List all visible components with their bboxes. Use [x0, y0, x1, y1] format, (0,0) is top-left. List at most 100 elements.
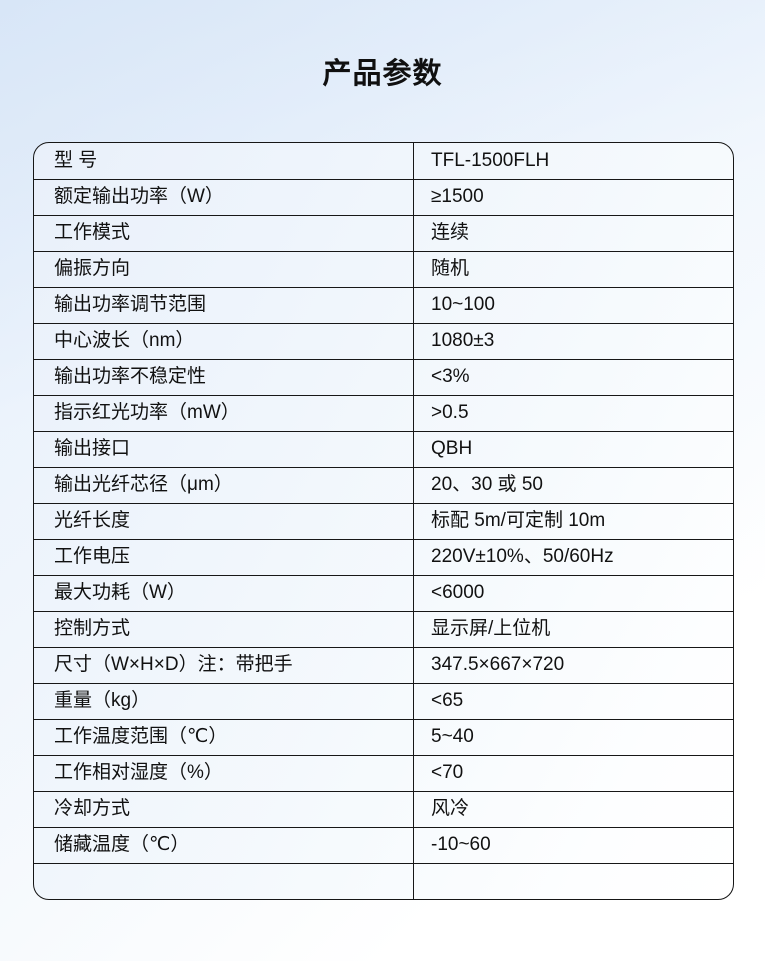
spec-value-text: 20、30 或 50: [431, 474, 543, 496]
spec-label-cell: 输出功率不稳定性: [34, 359, 414, 396]
spec-value-text: -10~60: [431, 834, 491, 856]
spec-label-cell: 最大功耗（W）: [34, 575, 414, 612]
table-row: 中心波长（nm） 1080±3: [34, 323, 733, 360]
spec-value-text: TFL-1500FLH: [431, 149, 550, 171]
spec-value-cell: 显示屏/上位机: [413, 611, 733, 648]
spec-value-cell: 连续: [413, 215, 733, 252]
spec-label-text: 最大功耗（W）: [54, 582, 186, 604]
table-row: 输出接口 QBH: [34, 431, 733, 468]
table-row-spacer: [34, 863, 734, 899]
spec-table-container: 型 号 TFL-1500FLH 额定输出功率（W） ≥1500 工作模式 连续 …: [33, 142, 734, 900]
spec-label-cell: 额定输出功率（W）: [34, 179, 414, 216]
spec-table-body: 型 号 TFL-1500FLH 额定输出功率（W） ≥1500 工作模式 连续 …: [34, 143, 734, 899]
table-row: 额定输出功率（W） ≥1500: [34, 179, 733, 216]
spec-value-text: 风冷: [431, 798, 470, 820]
spec-label-cell: 输出光纤芯径（μm）: [34, 467, 414, 504]
spec-value-cell: QBH: [413, 431, 733, 468]
spec-value-cell: 标配 5m/可定制 10m: [413, 503, 733, 540]
spec-label-text: 冷却方式: [54, 798, 131, 820]
spec-label-cell: 工作模式: [34, 215, 414, 252]
spec-label-cell: 工作电压: [34, 539, 414, 576]
spec-label-cell: 工作温度范围（℃）: [34, 719, 414, 756]
spec-label-text: 储藏温度（℃）: [54, 834, 190, 856]
table-row: 输出功率调节范围 10~100: [34, 287, 733, 324]
table-row: 输出光纤芯径（μm） 20、30 或 50: [34, 467, 733, 504]
spec-label-text: 额定输出功率（W）: [54, 186, 224, 208]
spec-label-cell: 重量（kg）: [34, 683, 414, 720]
table-row: 工作模式 连续: [34, 215, 733, 252]
specifications-table: 型 号 TFL-1500FLH 额定输出功率（W） ≥1500 工作模式 连续 …: [34, 143, 734, 899]
spec-value-cell: <70: [413, 755, 733, 792]
spec-table-frame: 型 号 TFL-1500FLH 额定输出功率（W） ≥1500 工作模式 连续 …: [33, 142, 734, 900]
spec-value-cell: 220V±10%、50/60Hz: [413, 539, 733, 576]
spec-value-text: ≥1500: [431, 186, 484, 208]
table-row: 偏振方向 随机: [34, 251, 733, 288]
spec-label-cell: 偏振方向: [34, 251, 414, 288]
spec-label-text: 偏振方向: [54, 258, 131, 280]
spec-value-cell: TFL-1500FLH: [413, 143, 733, 180]
spec-label-text: 输出光纤芯径（μm）: [54, 474, 233, 496]
spec-label-text: 控制方式: [54, 618, 131, 640]
spec-value-text: 标配 5m/可定制 10m: [431, 510, 606, 532]
table-row: 尺寸（W×H×D）注：带把手 347.5×667×720: [34, 647, 733, 684]
spec-label-cell: 中心波长（nm）: [34, 323, 414, 360]
spec-label-text: 型 号: [54, 149, 98, 171]
table-row: 工作电压 220V±10%、50/60Hz: [34, 539, 733, 576]
table-row: 指示红光功率（mW） >0.5: [34, 395, 733, 432]
spec-value-text: <70: [431, 762, 464, 784]
spec-value-text: <3%: [431, 366, 470, 388]
spec-label-text: 输出接口: [54, 438, 131, 460]
spec-label-cell: [34, 863, 414, 899]
spec-value-text: QBH: [431, 438, 473, 460]
spec-value-text: 显示屏/上位机: [431, 618, 551, 640]
spec-label-cell: 型 号: [34, 143, 414, 180]
spec-value-cell: 随机: [413, 251, 733, 288]
spec-label-text: 光纤长度: [54, 510, 131, 532]
spec-label-text: 中心波长（nm）: [54, 330, 195, 352]
spec-label-cell: 工作相对湿度（%）: [34, 755, 414, 792]
spec-value-cell: ≥1500: [413, 179, 733, 216]
spec-label-text: 指示红光功率（mW）: [54, 402, 240, 424]
spec-value-cell: <65: [413, 683, 733, 720]
spec-value-text: 10~100: [431, 294, 495, 316]
table-row: 最大功耗（W） <6000: [34, 575, 733, 612]
spec-label-cell: 储藏温度（℃）: [34, 827, 414, 864]
spec-label-cell: 输出接口: [34, 431, 414, 468]
spec-value-text: 220V±10%、50/60Hz: [431, 546, 614, 568]
table-row: 储藏温度（℃） -10~60: [34, 827, 733, 864]
spec-label-text: 工作温度范围（℃）: [54, 726, 228, 748]
spec-label-cell: 控制方式: [34, 611, 414, 648]
spec-value-cell: 风冷: [413, 791, 733, 828]
table-row: 光纤长度 标配 5m/可定制 10m: [34, 503, 733, 540]
spec-label-cell: 尺寸（W×H×D）注：带把手: [34, 647, 414, 684]
spec-label-text: 工作模式: [54, 222, 131, 244]
spec-value-text: >0.5: [431, 402, 469, 424]
spec-label-text: 输出功率不稳定性: [54, 366, 207, 388]
spec-label-text: 输出功率调节范围: [54, 294, 207, 316]
spec-value-cell: >0.5: [413, 395, 733, 432]
table-row: 型 号 TFL-1500FLH: [34, 143, 733, 180]
spec-label-cell: 冷却方式: [34, 791, 414, 828]
spec-value-text: <65: [431, 690, 464, 712]
spec-value-cell: 10~100: [413, 287, 733, 324]
spec-label-text: 尺寸（W×H×D）注：带把手: [54, 654, 293, 676]
spec-label-text: 工作电压: [54, 546, 131, 568]
spec-value-text: 1080±3: [431, 330, 495, 352]
spec-value-cell: 5~40: [413, 719, 733, 756]
spec-label-cell: 指示红光功率（mW）: [34, 395, 414, 432]
table-row: 冷却方式 风冷: [34, 791, 733, 828]
spec-value-cell: [414, 863, 734, 899]
spec-label-text: 工作相对湿度（%）: [54, 762, 223, 784]
table-row: 工作相对湿度（%） <70: [34, 755, 733, 792]
spec-value-cell: 1080±3: [413, 323, 733, 360]
spec-value-cell: <3%: [413, 359, 733, 396]
spec-value-text: 随机: [431, 258, 470, 280]
page-title: 产品参数: [322, 58, 443, 90]
spec-value-text: 连续: [431, 222, 470, 244]
spec-label-cell: 光纤长度: [34, 503, 414, 540]
table-row: 工作温度范围（℃） 5~40: [34, 719, 733, 756]
spec-value-text: 347.5×667×720: [431, 654, 565, 676]
spec-value-cell: <6000: [413, 575, 733, 612]
spec-value-cell: 347.5×667×720: [413, 647, 733, 684]
